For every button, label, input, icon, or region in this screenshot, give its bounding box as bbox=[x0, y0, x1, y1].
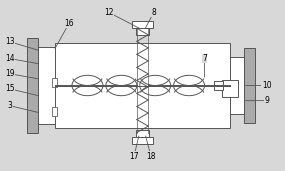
Text: 18: 18 bbox=[146, 152, 156, 161]
Bar bbox=[132, 137, 153, 143]
Bar bbox=[136, 28, 149, 35]
Bar bbox=[136, 130, 149, 137]
Bar bbox=[244, 49, 255, 122]
Text: 17: 17 bbox=[129, 152, 139, 161]
Text: 13: 13 bbox=[5, 37, 15, 46]
Bar bbox=[38, 47, 55, 124]
Text: 3: 3 bbox=[7, 101, 12, 110]
Bar bbox=[55, 86, 230, 128]
Text: 14: 14 bbox=[5, 54, 15, 63]
Bar bbox=[55, 43, 230, 86]
Text: 16: 16 bbox=[64, 19, 74, 28]
Bar bbox=[27, 38, 38, 133]
Text: 7: 7 bbox=[202, 54, 207, 63]
Text: 8: 8 bbox=[151, 8, 156, 17]
Bar bbox=[221, 80, 239, 97]
Bar bbox=[215, 81, 223, 90]
Text: 15: 15 bbox=[5, 84, 15, 93]
Bar bbox=[132, 21, 153, 28]
Text: 19: 19 bbox=[5, 69, 15, 78]
Text: 9: 9 bbox=[264, 96, 269, 105]
Text: 10: 10 bbox=[262, 81, 272, 90]
Bar bbox=[230, 57, 244, 114]
Text: 12: 12 bbox=[104, 8, 113, 17]
Bar bbox=[52, 78, 57, 87]
Bar bbox=[52, 107, 57, 116]
